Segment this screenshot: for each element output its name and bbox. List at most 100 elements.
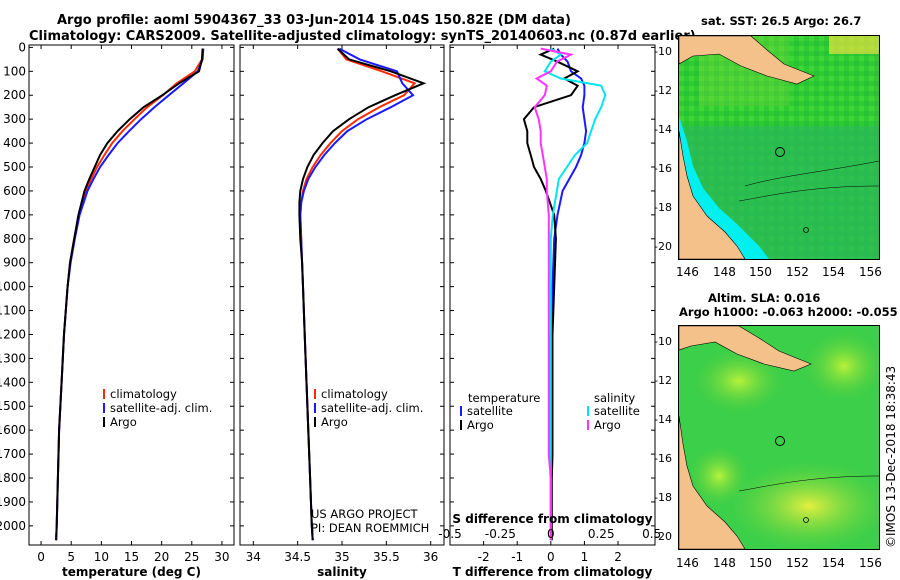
sst-ytick: -18 [654,201,672,214]
legend-label: Argo [110,415,137,429]
sla-xtick: 152 [786,556,809,570]
x-tick-label: 0 [547,550,555,564]
y-tick-label: 1800 [0,471,26,485]
legend-label: Argo [467,418,494,432]
series-line-s-argo [533,47,575,541]
sst-xtick: 148 [713,265,736,279]
sla-map-image [679,326,879,549]
legend-label: climatology [110,387,177,401]
sst-xtick: 152 [786,265,809,279]
panel-frame [28,44,235,546]
series-line-t-satellite [549,48,588,541]
y-tick-label: 400 [3,136,26,150]
y-tick-label: 100 [3,64,26,78]
sst-ytick: -14 [654,123,672,136]
x-tick-label: -1 [511,550,523,564]
x-tick-label: 5 [67,550,75,564]
x-tick-label: 34 [246,550,261,564]
x2-tick-label: -0.5 [438,527,461,541]
y-tick-label: 200 [3,88,26,102]
series-line-s-satellite [543,47,607,541]
sla-ytick: -18 [654,491,672,504]
x-tick-label: 1 [581,550,589,564]
x-tick-label: 36 [423,550,438,564]
sst-map-xticks: 146 148 150 152 154 156 [676,265,882,279]
sla-xtick: 148 [713,556,736,570]
legend-label: climatology [321,387,388,401]
legend-label: satellite-adj. clim. [321,401,423,415]
y-tick-label: 800 [3,232,26,246]
sst-xtick: 156 [859,265,882,279]
x-tick-label: 34.5 [284,550,311,564]
sst-xtick: 150 [749,265,772,279]
x-tick-label: 35 [334,550,349,564]
x2-axis-label: S difference from climatology [452,512,652,526]
legend-label: satellite [594,404,640,418]
sla-ytick: -12 [654,374,672,387]
y-tick-label: 700 [3,208,26,222]
y-tick-label: 300 [3,112,26,126]
legend-label: Argo [594,418,621,432]
x2-tick-label: 0 [547,527,555,541]
sst-map [678,35,880,260]
series-line-climatology [299,47,417,541]
panel-frame [239,44,445,546]
series-line-satellite-adj-clim- [299,47,415,541]
sla-ytick: -14 [654,413,672,426]
x-tick-label: 25 [184,550,199,564]
project-annotation: PI: DEAN ROEMMICH [311,521,429,535]
project-annotation: US ARGO PROJECT [311,507,419,521]
sst-map-image [679,36,879,259]
sla-ytick: -20 [654,530,672,543]
x-tick-label: 10 [94,550,109,564]
x-tick-label: 2 [614,550,622,564]
sst-ytick: -10 [654,45,672,58]
y-tick-label: 1000 [0,280,26,294]
sla-xtick: 154 [822,556,845,570]
y-tick-label: 1400 [0,375,26,389]
y-tick-label: 900 [3,256,26,270]
sla-ytick: -10 [654,335,672,348]
x-tick-label: 0 [37,550,45,564]
x-axis-label: T difference from climatology [453,565,653,579]
sla-xtick: 156 [859,556,882,570]
x-tick-label: 15 [124,550,139,564]
sla-map-xticks: 146 148 150 152 154 156 [676,556,882,570]
x-tick-label: 35.5 [373,550,400,564]
sst-ytick: -16 [654,162,672,175]
y-tick-label: 1900 [0,495,26,509]
y-tick-label: 500 [3,160,26,174]
title-line-1: Argo profile: aoml 5904367_33 03-Jun-201… [57,13,571,28]
y-tick-label: 1500 [0,399,26,413]
sla-xtick: 150 [749,556,772,570]
sst-ytick: -12 [654,84,672,97]
x2-tick-label: 0.25 [588,527,615,541]
y-tick-label: 2000 [0,519,26,533]
sst-xtick: 154 [822,265,845,279]
x-axis-label: salinity [317,565,367,579]
sla-map-yticks: -10 -12 -14 -16 -18 -20 [654,325,676,548]
legend-label: satellite [467,404,513,418]
imos-credit: ©IMOS 13-Dec-2018 18:38:43 [884,365,898,548]
sst-ytick: -20 [654,240,672,253]
legend-label: Argo [321,415,348,429]
series-line-argo [298,47,427,541]
y-tick-label: 600 [3,184,26,198]
y-tick-label: 1300 [0,351,26,365]
sst-map-yticks: -10 -12 -14 -16 -18 -20 [654,35,676,258]
y-tick-label: 0 [18,40,26,54]
y-tick-label: 1100 [0,304,26,318]
sla-map-title-1: Altim. SLA: 0.016 [708,291,821,305]
x-tick-label: -2 [478,550,490,564]
x-tick-label: 20 [154,550,169,564]
y-tick-label: 1600 [0,423,26,437]
title-line-2: Climatology: CARS2009. Satellite-adjuste… [29,29,696,44]
sst-xtick: 146 [676,265,699,279]
x-tick-label: 30 [214,550,229,564]
sla-xtick: 146 [676,556,699,570]
series-line-satellite-adj-clim- [55,48,205,541]
series-line-climatology [55,48,204,541]
legend-label: satellite-adj. clim. [110,401,212,415]
x2-tick-label: 0.5 [642,527,661,541]
